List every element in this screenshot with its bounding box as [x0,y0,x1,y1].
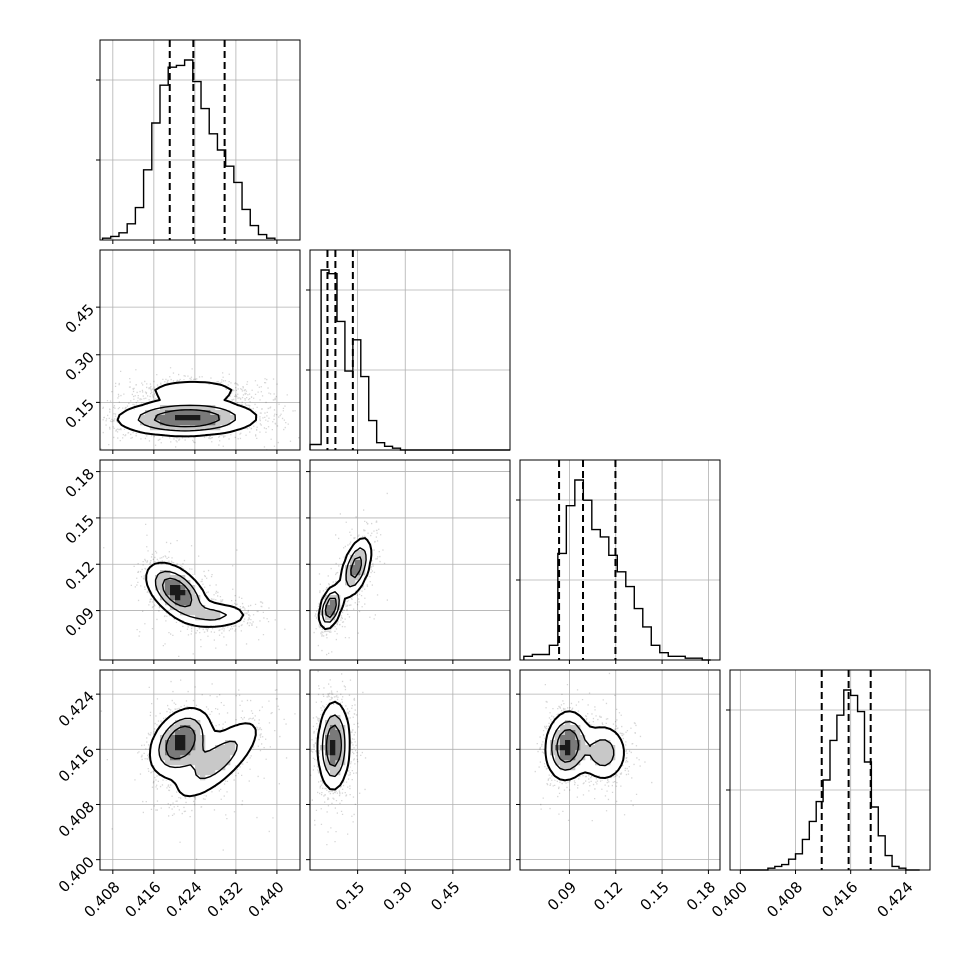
contour-line-3-1-1 [321,714,346,778]
axis-ticks-3-1 [306,693,454,874]
axis-ticks-3-3 [726,709,907,874]
x-tick-label-0-2: 0.424 [163,878,206,921]
axis-ticks-3-0 [96,693,278,874]
density-frame-2-0 [99,459,301,661]
contour-line-3-2-0 [544,710,625,782]
density-peak-3-1 [330,740,336,756]
y-tick-label-3-3: 0.424 [55,687,98,730]
histogram-frame-0 [99,39,301,241]
density-content-3-2 [520,670,720,870]
contour-line-3-0-0 [148,706,257,798]
contour-line-2-1-2 [324,556,362,619]
y-tick-label-1-0: 0.15 [62,396,98,432]
x-tick-label-1-0: 0.15 [332,878,368,914]
density-frame-3-1 [309,669,511,871]
contour-line-3-1-2 [325,724,342,767]
contour-line-2-0-1 [154,570,227,621]
density-panel-3-2 [519,669,721,871]
x-tick-label-1-1: 0.30 [380,878,416,914]
x-tick-label-3-2: 0.416 [818,878,861,921]
contour-line-1-0-1 [137,404,236,432]
density-content-1-0 [100,250,300,450]
density-content-2-1 [310,460,510,660]
contour-line-2-0-0 [145,561,245,628]
x-tick-label-0-1: 0.416 [121,878,164,921]
density-content-2-0 [100,460,300,660]
histogram-frame-2 [519,459,721,661]
contour-line-3-2-1 [551,720,615,771]
histogram-frame-3 [729,669,931,871]
density-panel-3-1 [309,669,511,871]
y-tick-label-2-0: 0.09 [62,604,98,640]
x-tick-label-2-2: 0.15 [636,878,672,914]
y-tick-label-3-1: 0.408 [55,798,98,841]
density-panel-1-0 [99,249,301,451]
contour-line-2-1-1 [321,547,367,623]
histogram-steps-1 [309,269,510,451]
axis-ticks-1-0 [96,306,278,454]
axis-ticks-3-2 [516,693,709,874]
density-peak-3-0 [175,735,186,751]
density-content-3-0 [100,670,300,870]
x-tick-label-0-3: 0.432 [204,878,247,921]
contour-line-2-0-2 [161,577,193,608]
density-content-3-1 [310,670,510,870]
x-tick-label-3-3: 0.424 [874,878,917,921]
y-tick-label-3-0: 0.400 [55,853,98,896]
contour-line-3-0-1 [158,717,238,779]
density-frame-3-0 [99,669,301,871]
axis-ticks-2-1 [306,471,454,664]
y-tick-label-2-3: 0.18 [62,465,98,501]
density-panel-3-0 [99,669,301,871]
contour-line-2-1-0 [317,537,373,631]
x-tick-label-2-1: 0.12 [590,878,626,914]
y-tick-label-2-2: 0.15 [62,511,98,547]
histogram-steps-0 [101,59,276,240]
y-tick-label-3-2: 0.416 [55,743,98,786]
histogram-panel-0 [99,39,301,241]
contour-line-3-2-2 [556,729,580,763]
contour-line-1-0-2 [153,409,220,428]
histogram-panel-3 [729,669,931,871]
histogram-panel-2 [519,459,721,661]
x-tick-label-3-1: 0.408 [763,878,806,921]
density-frame-3-2 [519,669,721,871]
y-tick-label-1-2: 0.45 [62,300,98,336]
contour-line-3-1-0 [316,700,351,791]
density-peak-1-0 [175,415,201,421]
histogram-frame-1 [309,249,511,451]
axis-ticks-0-0 [96,79,278,244]
x-tick-label-0-4: 0.440 [245,878,288,921]
x-tick-label-0-0: 0.408 [80,878,123,921]
y-tick-label-2-1: 0.12 [62,558,98,594]
axis-ticks-2-0 [96,471,278,664]
y-tick-label-1-1: 0.30 [62,348,98,384]
x-tick-label-2-0: 0.09 [544,878,580,914]
density-panel-2-0 [99,459,301,661]
density-peak-2-0 [170,585,186,601]
histogram-panel-1 [309,249,511,451]
x-tick-label-1-2: 0.45 [427,878,463,914]
contour-line-3-0-2 [165,725,196,760]
contour-line-1-0-0 [116,380,258,438]
density-peak-3-2 [560,740,571,756]
axis-ticks-2-2 [516,499,709,664]
histogram-steps-3 [740,689,920,871]
density-frame-1-0 [99,249,301,451]
density-frame-2-1 [309,459,511,661]
x-tick-label-3-0: 0.400 [708,878,751,921]
histogram-steps-2 [523,479,711,661]
axis-ticks-1-1 [306,289,454,454]
density-panel-2-1 [309,459,511,661]
